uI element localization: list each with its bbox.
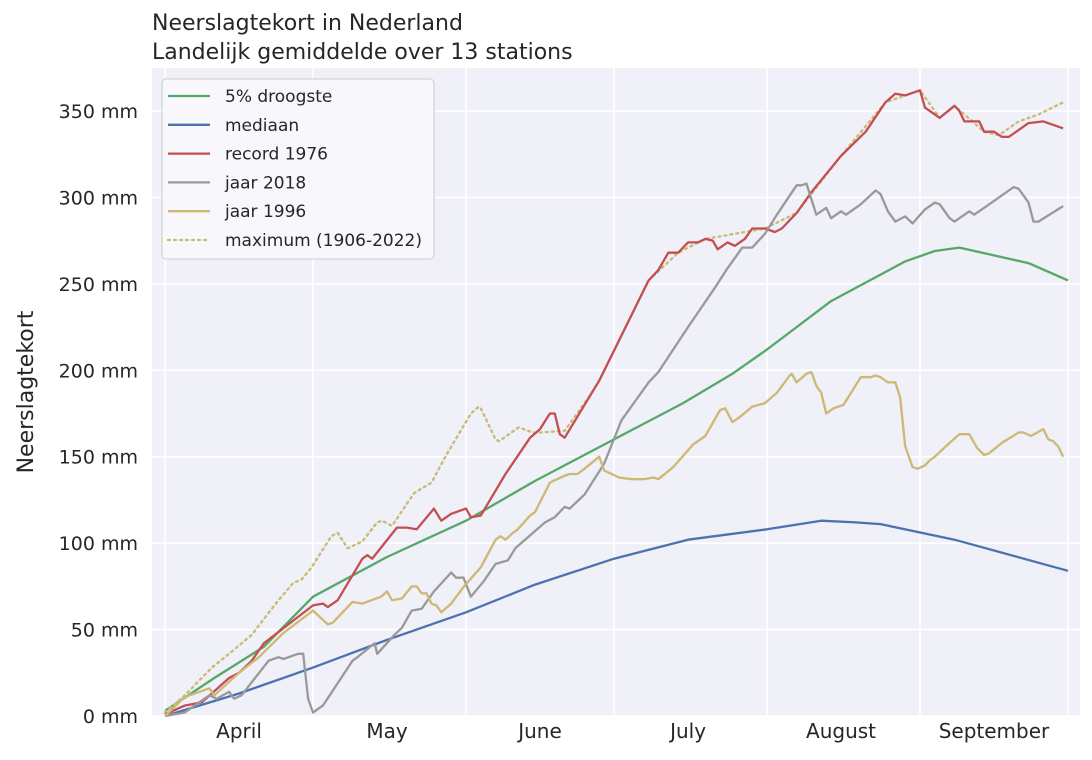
y-tick-label: 0 mm	[83, 706, 138, 728]
legend-label: jaar 1996	[224, 202, 306, 222]
y-tick-label: 300 mm	[59, 187, 138, 209]
x-tick-label: July	[668, 719, 706, 743]
chart-title: Neerslagtekort in Nederland	[152, 11, 463, 36]
series-lines	[163, 89, 1069, 718]
y-tick-label: 100 mm	[59, 533, 138, 555]
series-line-record-1976	[164, 89, 1064, 716]
y-tick-label: 250 mm	[59, 274, 138, 296]
x-tick-label: June	[516, 719, 562, 743]
y-axis-ticks: 0 mm 50 mm 100 mm 150 mm 200 mm 250 mm 300 mm 3…	[59, 101, 138, 728]
legend-label: 5% droogste	[225, 87, 332, 107]
series-line-5-droogste	[164, 246, 1069, 712]
x-tick-label: September	[939, 719, 1050, 743]
legend-label: record 1976	[225, 145, 328, 165]
legend-label: mediaan	[225, 116, 299, 136]
legend-box	[161, 78, 435, 260]
legend-label: maximum (1906-2022)	[225, 231, 422, 251]
chart-subtitle: Landelijk gemiddelde over 13 stations	[152, 40, 573, 65]
x-tick-label: May	[366, 719, 408, 743]
y-axis-label: Neerslagtekort	[14, 310, 39, 473]
legend-label: jaar 2018	[224, 173, 306, 193]
series-line-maximum-1906-2022	[163, 89, 1065, 714]
series-line-mediaan	[164, 519, 1069, 718]
x-tick-label: August	[806, 719, 876, 743]
y-tick-label: 350 mm	[59, 101, 138, 123]
series-line-jaar-1996	[164, 370, 1065, 717]
y-tick-label: 50 mm	[71, 620, 138, 642]
legend: 5% droogste mediaan record 1976 jaar 2018 ja…	[161, 78, 435, 260]
y-tick-label: 200 mm	[59, 360, 138, 382]
y-tick-label: 150 mm	[59, 447, 138, 469]
series-line-jaar-2018	[164, 182, 1064, 718]
x-tick-label: April	[216, 719, 262, 743]
x-axis-ticks: April May June July August September	[216, 719, 1050, 743]
